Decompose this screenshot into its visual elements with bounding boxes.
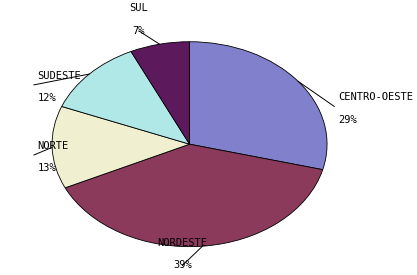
Text: NORTE: NORTE	[38, 141, 69, 151]
Wedge shape	[62, 51, 190, 144]
Text: SUL: SUL	[130, 3, 148, 13]
Text: 12%: 12%	[38, 93, 56, 103]
Wedge shape	[65, 144, 323, 247]
Text: 13%: 13%	[38, 163, 56, 173]
Text: 39%: 39%	[173, 260, 192, 270]
Text: 7%: 7%	[133, 26, 145, 35]
Wedge shape	[131, 42, 190, 144]
Wedge shape	[190, 42, 327, 170]
Text: CENTRO-OESTE: CENTRO-OESTE	[338, 92, 413, 102]
Wedge shape	[52, 106, 190, 188]
Text: 29%: 29%	[338, 114, 357, 125]
Text: SUDESTE: SUDESTE	[38, 71, 81, 81]
Text: NORDESTE: NORDESTE	[157, 238, 207, 248]
